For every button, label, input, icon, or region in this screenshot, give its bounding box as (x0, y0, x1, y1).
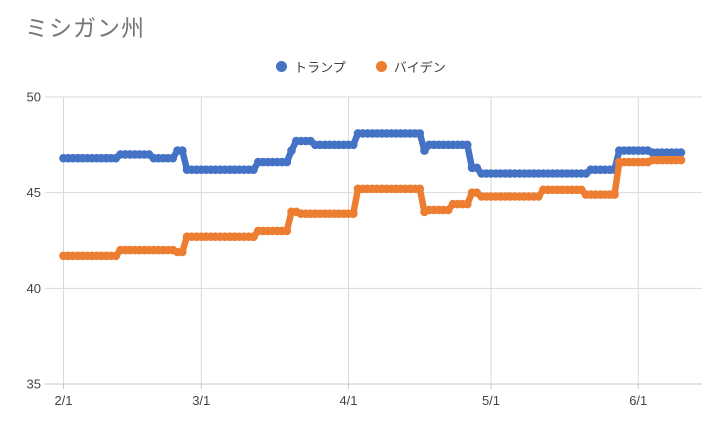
trump-series-marker (282, 157, 292, 167)
biden-series-marker (444, 205, 453, 215)
trump-series-marker (349, 140, 358, 150)
trump-series-marker (178, 146, 187, 155)
trump-series-marker (287, 146, 296, 155)
x-tick-label: 3/1 (192, 393, 210, 408)
biden-series-marker (249, 232, 258, 241)
trump-series-marker (420, 146, 429, 155)
biden-series-marker (676, 155, 686, 165)
legend-item-trump: トランプ (276, 57, 346, 76)
trump-series-marker (472, 163, 482, 173)
y-tick-label: 40 (27, 281, 41, 296)
trump-series-marker (463, 140, 472, 150)
biden-legend-dot-icon (375, 60, 387, 72)
biden-series-marker (534, 192, 543, 201)
y-tick-label: 45 (27, 185, 41, 200)
trump-series-marker (249, 165, 258, 174)
biden-series-marker (349, 209, 358, 218)
trump-legend-dot-icon (276, 60, 288, 72)
biden-series-marker (610, 190, 619, 199)
trump-series-marker (415, 129, 425, 138)
chart-legend: トランプ バイデン (0, 56, 722, 76)
biden-series-marker (111, 251, 121, 261)
trump-series-marker (168, 153, 178, 163)
y-tick-label: 50 (27, 90, 41, 105)
biden-series-marker (415, 184, 425, 194)
y-tick-label: 35 (27, 377, 41, 392)
trump-series-marker (676, 148, 686, 157)
trump-legend-label: トランプ (294, 59, 346, 75)
biden-legend-label: バイデン (393, 59, 446, 75)
x-tick-label: 2/1 (54, 393, 72, 408)
x-tick-label: 6/1 (629, 393, 647, 408)
biden-series-marker (463, 199, 472, 209)
biden-series-marker (178, 247, 187, 257)
x-tick-label: 4/1 (339, 393, 357, 408)
chart-title: ミシガン州 (25, 15, 145, 41)
x-tick-label: 5/1 (482, 393, 500, 408)
biden-series-marker (282, 226, 292, 236)
legend-item-biden: バイデン (375, 57, 446, 76)
